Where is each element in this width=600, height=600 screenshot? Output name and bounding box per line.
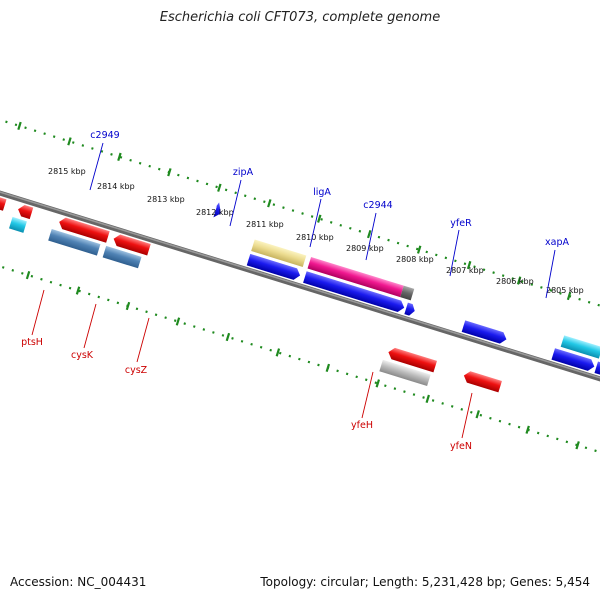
accession-label: Accession: NC_004431 bbox=[10, 575, 147, 589]
major-tick bbox=[275, 348, 281, 357]
gene-label-xapA: xapA bbox=[545, 237, 569, 248]
major-tick bbox=[217, 183, 222, 192]
gene-label-ligA: ligA bbox=[313, 187, 331, 198]
tick-label: 2807 kbp bbox=[446, 266, 484, 275]
minus-strand-features bbox=[0, 187, 502, 393]
tick-label: 2806 kbp bbox=[496, 277, 534, 286]
ligA-feature bbox=[307, 256, 404, 298]
major-tick bbox=[416, 245, 422, 254]
leader-line-xapA bbox=[545, 249, 556, 299]
major-tick bbox=[525, 425, 530, 434]
tick-label: 2809 kbp bbox=[346, 244, 384, 253]
leader-line-c2949 bbox=[89, 142, 104, 191]
tick-labels: 2815 kbp 2814 kbp 2813 kbp 2812 kbp 2811… bbox=[48, 167, 584, 295]
leader-line-ligA bbox=[309, 198, 322, 248]
genome-stats-label: Topology: circular; Length: 5,231,428 bp… bbox=[260, 575, 590, 589]
ptsH-cyan-feature bbox=[9, 216, 27, 233]
zipA-cds-feature bbox=[246, 253, 301, 280]
gene-labels: c2949 zipA ligA c2944 yfeR xapA ptsH cys… bbox=[21, 130, 569, 452]
c2944-feature bbox=[404, 302, 415, 316]
c2949-feature bbox=[213, 202, 221, 218]
leader-line-yfeR bbox=[449, 229, 460, 277]
gene-label-zipA: zipA bbox=[233, 167, 254, 178]
major-tick bbox=[75, 286, 81, 295]
major-tick bbox=[425, 394, 430, 403]
map-frame bbox=[0, 117, 600, 455]
leader-line-cysK bbox=[83, 303, 97, 349]
xapA-feature bbox=[560, 335, 600, 359]
ligA-cds-feature bbox=[303, 271, 405, 313]
inner-dotted-track bbox=[0, 251, 600, 455]
major-tick bbox=[375, 379, 381, 388]
major-tick bbox=[475, 410, 480, 419]
gene-label-c2949: c2949 bbox=[90, 130, 119, 141]
tick-label: 2810 kbp bbox=[296, 233, 334, 242]
ligA-end-feature bbox=[400, 285, 415, 301]
major-tick bbox=[466, 260, 472, 270]
genome-backbone bbox=[0, 183, 600, 389]
cysZ-alt-feature bbox=[102, 245, 142, 269]
major-tick bbox=[267, 199, 272, 208]
major-tick bbox=[175, 317, 181, 326]
xapA-cds-feature bbox=[551, 348, 595, 371]
major-tick bbox=[325, 363, 331, 373]
major-tick bbox=[566, 291, 572, 301]
major-tick bbox=[125, 301, 131, 311]
gene-label-yfeH: yfeH bbox=[351, 420, 373, 431]
major-tick bbox=[167, 168, 172, 177]
map-title: Escherichia coli CFT073, complete genome bbox=[159, 10, 441, 25]
gene-label-cysZ: cysZ bbox=[125, 365, 148, 376]
leader-line-zipA bbox=[229, 179, 242, 227]
zipA-feature bbox=[251, 239, 307, 267]
major-tick bbox=[17, 121, 22, 131]
leader-line-cysZ bbox=[136, 317, 150, 363]
leader-line-ptsH bbox=[31, 289, 45, 336]
tick-marks bbox=[17, 121, 580, 450]
tick-label: 2811 kbp bbox=[246, 220, 284, 229]
major-tick bbox=[516, 276, 522, 285]
leader-line-yfeH bbox=[361, 371, 374, 419]
leader-line-c2944 bbox=[365, 212, 377, 261]
tick-label: 2812 kbp bbox=[196, 208, 234, 217]
cysZ-feature bbox=[113, 234, 151, 256]
major-tick bbox=[317, 214, 322, 223]
tick-label: 2815 kbp bbox=[48, 167, 86, 176]
gene-label-yfeN: yfeN bbox=[450, 441, 472, 452]
gene-label-c2944: c2944 bbox=[363, 200, 392, 211]
yfeH-feature bbox=[388, 347, 437, 373]
gene-label-yfeR: yfeR bbox=[450, 218, 472, 229]
plus-strand-features bbox=[213, 202, 600, 385]
tick-label: 2814 kbp bbox=[97, 182, 135, 191]
tick-label: 2805 kbp bbox=[546, 286, 584, 295]
tick-label: 2808 kbp bbox=[396, 255, 434, 264]
major-tick bbox=[117, 152, 122, 161]
ptsH-feature bbox=[18, 204, 34, 220]
genome-backbone-highlight bbox=[0, 183, 600, 387]
leader-line-yfeN bbox=[461, 392, 473, 439]
major-tick bbox=[575, 441, 580, 450]
major-tick bbox=[225, 332, 231, 342]
yfeN-feature bbox=[463, 371, 502, 393]
gene-label-ptsH: ptsH bbox=[21, 337, 43, 348]
cysK-feature bbox=[59, 217, 110, 243]
cysK-alt-feature bbox=[48, 229, 101, 256]
yfeH-alt-feature bbox=[379, 359, 431, 387]
tick-label: 2813 kbp bbox=[147, 195, 185, 204]
major-tick bbox=[67, 137, 72, 146]
gene-label-cysK: cysK bbox=[71, 350, 94, 361]
major-tick bbox=[25, 270, 31, 280]
yfeR-feature bbox=[461, 320, 507, 344]
major-tick bbox=[366, 230, 372, 239]
